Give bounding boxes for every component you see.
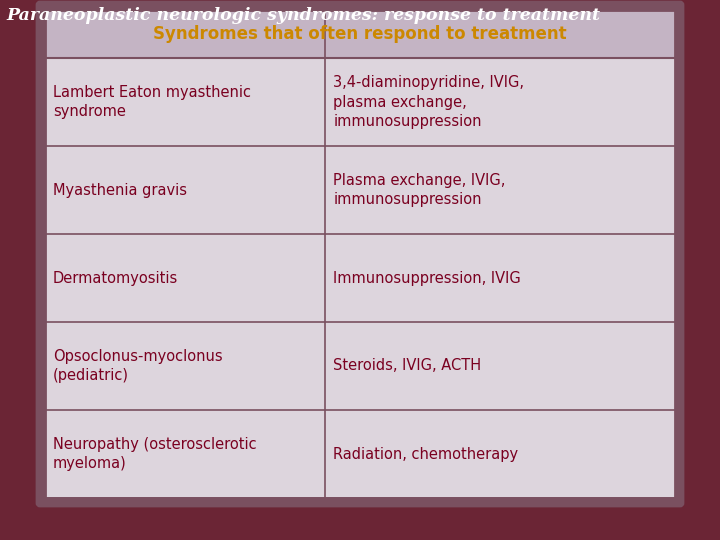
Text: 3,4-diaminopyridine, IVIG,
plasma exchange,
immunosuppression: 3,4-diaminopyridine, IVIG, plasma exchan… [333, 75, 524, 129]
FancyBboxPatch shape [45, 10, 675, 58]
Text: Myasthenia gravis: Myasthenia gravis [53, 183, 187, 198]
FancyBboxPatch shape [45, 10, 675, 498]
Text: Lambert Eaton myasthenic
syndrome: Lambert Eaton myasthenic syndrome [53, 85, 251, 119]
Text: Neuropathy (osterosclerotic
myeloma): Neuropathy (osterosclerotic myeloma) [53, 437, 256, 471]
Text: Steroids, IVIG, ACTH: Steroids, IVIG, ACTH [333, 359, 482, 374]
Text: Plasma exchange, IVIG,
immunosuppression: Plasma exchange, IVIG, immunosuppression [333, 173, 505, 207]
Text: Syndromes that often respond to treatment: Syndromes that often respond to treatmen… [153, 25, 567, 43]
Text: Dermatomyositis: Dermatomyositis [53, 271, 179, 286]
Text: Radiation, chemotherapy: Radiation, chemotherapy [333, 447, 518, 462]
Text: Opsoclonus-myoclonus
(pediatric): Opsoclonus-myoclonus (pediatric) [53, 349, 222, 383]
Text: Paraneoplastic neurologic syndromes: response to treatment: Paraneoplastic neurologic syndromes: res… [6, 7, 600, 24]
FancyBboxPatch shape [37, 2, 683, 506]
Text: Immunosuppression, IVIG: Immunosuppression, IVIG [333, 271, 521, 286]
